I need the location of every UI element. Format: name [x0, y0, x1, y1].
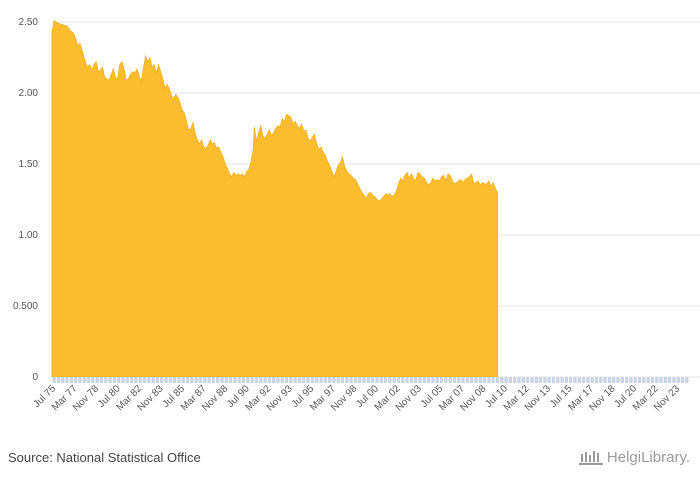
y-tick-label: 0.500 [13, 301, 38, 312]
library-icon [578, 451, 603, 465]
y-tick-label: 2.00 [19, 88, 39, 99]
y-tick-label: 1.00 [19, 230, 39, 241]
data-area [51, 19, 498, 378]
y-tick-label: 2.50 [19, 17, 39, 28]
source-note: Source: National Statistical Office [8, 450, 201, 465]
y-axis: 0 0.500 1.00 1.50 2.00 2.50 [13, 17, 38, 383]
brand-logo: HelgiLibrary. [578, 448, 690, 466]
brand-name: HelgiLibrary. [606, 448, 690, 466]
y-tick-label: 1.50 [19, 159, 39, 170]
y-tick-label: 0 [32, 372, 38, 383]
